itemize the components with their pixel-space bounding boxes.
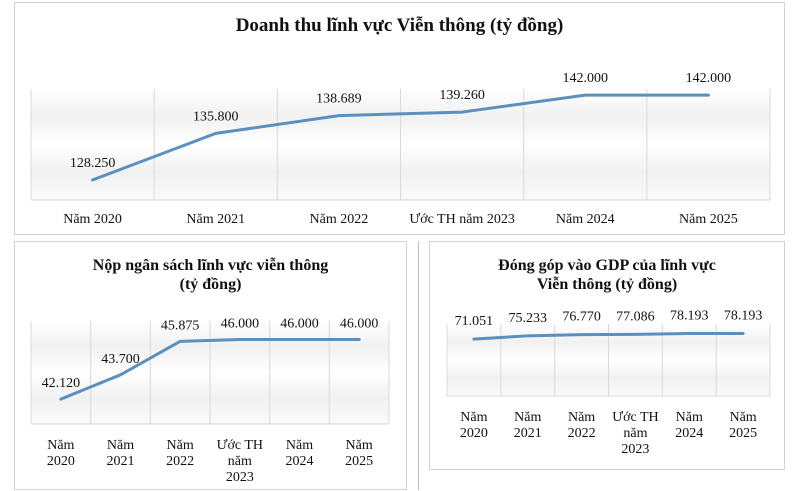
x-tick-label-line: Năm xyxy=(568,410,595,425)
data-point xyxy=(706,93,710,97)
x-tick-label-line: Năm xyxy=(346,438,373,453)
data-point xyxy=(460,110,464,114)
x-tick-label-line: năm xyxy=(623,426,647,441)
gdp-chart-title-line-1: Đóng góp vào GDP của lĩnh vực xyxy=(498,257,716,274)
data-point xyxy=(91,178,95,182)
revenue-chart-title: Doanh thu lĩnh vực Viễn thông (tỷ đồng) xyxy=(235,15,564,36)
series-line xyxy=(59,337,361,401)
gdp-chart-panel: Đóng góp vào GDP của lĩnh vực Viễn thông… xyxy=(429,241,785,470)
data-point xyxy=(580,333,584,337)
data-label: 46.000 xyxy=(340,316,379,331)
x-tick-label: Năm 2025 xyxy=(679,212,738,227)
x-tick-label-line: Năm xyxy=(514,410,541,425)
revenue-chart-panel: Doanh thu lĩnh vực Viễn thông (tỷ đồng) … xyxy=(14,2,785,235)
data-label: 75.233 xyxy=(509,311,548,326)
series-line xyxy=(91,93,710,182)
x-tick-label-line: Năm xyxy=(167,438,194,453)
data-point xyxy=(526,334,530,338)
data-point xyxy=(357,337,361,341)
x-tick-label-line: Ước TH xyxy=(217,438,263,453)
x-tick-label-line: 2023 xyxy=(226,470,254,485)
x-tick-label-line: 2022 xyxy=(166,454,194,469)
x-tick-label-line: Năm xyxy=(729,410,756,425)
budget-chart-panel: Nộp ngân sách lĩnh vực viễn thông (tỷ đồ… xyxy=(14,241,407,490)
x-tick-label: Năm 2024 xyxy=(286,438,314,469)
x-tick-label-line: 2021 xyxy=(514,426,542,441)
x-tick-label-line: 2022 xyxy=(568,426,596,441)
x-tick-label-line: 2025 xyxy=(345,454,373,469)
budget-chart-title: Nộp ngân sách lĩnh vực viễn thông (tỷ đồ… xyxy=(15,256,406,294)
x-tick-label-line: 2025 xyxy=(729,426,757,441)
data-label: 42.120 xyxy=(42,376,81,391)
x-tick-label: Năm 2021 xyxy=(514,410,542,441)
data-point xyxy=(214,131,218,135)
data-point xyxy=(583,93,587,97)
x-tick-label: Năm 2022 xyxy=(166,438,194,469)
x-tick-label-line: Năm xyxy=(460,410,487,425)
data-label: 46.000 xyxy=(280,316,319,331)
budget-chart-title-line-1: Nộp ngân sách lĩnh vực viễn thông xyxy=(92,257,329,274)
x-tick-label: Năm 2020 xyxy=(47,438,75,469)
data-label: 77.086 xyxy=(616,309,655,324)
data-label: 138.689 xyxy=(316,92,362,107)
x-tick-label-line: năm xyxy=(228,454,252,469)
data-label: 139.260 xyxy=(439,88,485,103)
x-tick-label-line: 2020 xyxy=(47,454,75,469)
x-tick-label: Năm 2022 xyxy=(568,410,596,441)
x-tick-label-line: Năm xyxy=(47,438,74,453)
data-point xyxy=(741,331,745,335)
x-tick-label: Ước TH năm 2023 xyxy=(612,410,658,457)
data-label: 128.250 xyxy=(70,156,116,171)
x-tick-label-line: 2024 xyxy=(286,454,314,469)
x-tick-label-line: 2020 xyxy=(460,426,488,441)
data-point xyxy=(238,337,242,341)
data-label: 78.193 xyxy=(670,308,709,323)
budget-chart-title-line-2: (tỷ đồng) xyxy=(179,276,242,293)
x-tick-label-line: Ước TH xyxy=(612,410,658,425)
x-tick-label-line: 2021 xyxy=(107,454,135,469)
data-point xyxy=(59,397,63,401)
x-tick-label: Năm 2024 xyxy=(556,212,615,227)
panel-divider xyxy=(418,241,419,490)
data-point xyxy=(687,331,691,335)
x-tick-label: Năm 2021 xyxy=(107,438,135,469)
x-tick-label: Năm 2020 xyxy=(460,410,488,441)
x-tick-label: Ước TH năm 2023 xyxy=(409,212,515,227)
x-tick-label: Năm 2025 xyxy=(729,410,757,441)
x-tick-label: Ước TH năm 2023 xyxy=(217,438,263,485)
data-label: 46.000 xyxy=(221,316,260,331)
gdp-chart-title-line-2: Viễn thông (tỷ đồng) xyxy=(536,276,678,293)
x-tick-label: Năm 2025 xyxy=(345,438,373,469)
data-label: 71.051 xyxy=(455,314,494,329)
data-point xyxy=(178,339,182,343)
series-line xyxy=(472,331,745,341)
data-point xyxy=(633,332,637,336)
data-label: 142.000 xyxy=(686,71,732,86)
x-tick-label: Năm 2020 xyxy=(63,212,122,227)
x-tick-label-line: 2023 xyxy=(621,442,649,457)
x-tick-label: Năm 2024 xyxy=(675,410,703,441)
data-label: 76.770 xyxy=(562,310,601,325)
x-tick-label-line: 2024 xyxy=(675,426,703,441)
data-label: 45.875 xyxy=(161,318,200,333)
x-tick-label-line: Năm xyxy=(676,410,703,425)
data-point xyxy=(472,337,476,341)
x-tick-label: Năm 2021 xyxy=(186,212,245,227)
gdp-chart-title: Đóng góp vào GDP của lĩnh vực Viễn thông… xyxy=(430,256,784,294)
data-label: 142.000 xyxy=(563,71,609,86)
data-label: 43.700 xyxy=(101,352,140,367)
data-point xyxy=(119,373,123,377)
data-point xyxy=(298,337,302,341)
x-tick-label-line: Năm xyxy=(107,438,134,453)
x-tick-label: Năm 2022 xyxy=(310,212,369,227)
x-tick-label-line: Năm xyxy=(286,438,313,453)
revenue-chart-svg: 128.250 135.800 138.689 139.260 142.000 142.0… xyxy=(30,71,771,227)
data-label: 78.193 xyxy=(724,308,763,323)
data-label: 135.800 xyxy=(193,109,239,124)
data-point xyxy=(337,114,341,118)
